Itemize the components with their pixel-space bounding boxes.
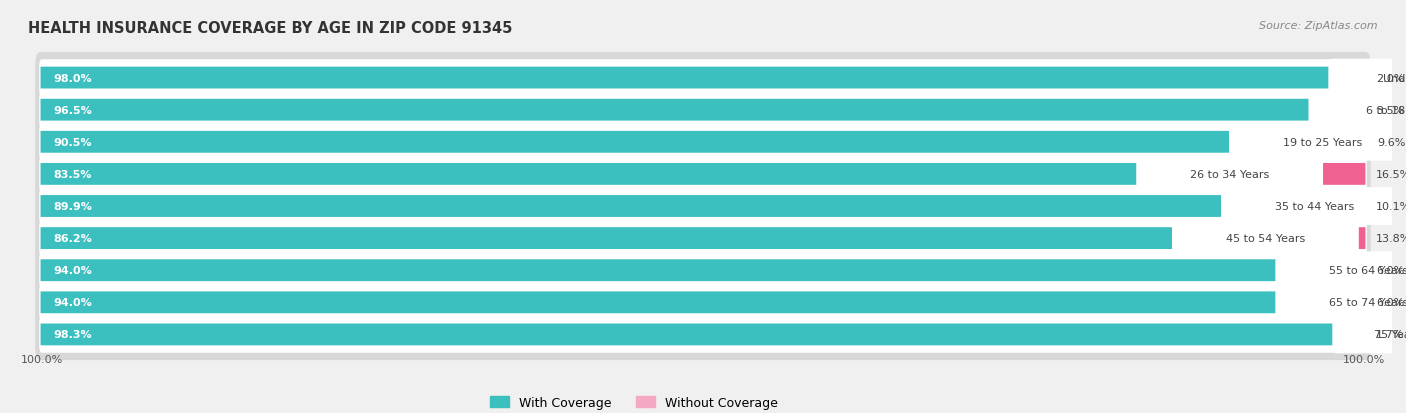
Text: 6.0%: 6.0% bbox=[1376, 266, 1405, 275]
FancyBboxPatch shape bbox=[1275, 284, 1406, 321]
Text: 100.0%: 100.0% bbox=[1343, 354, 1385, 363]
Text: 45 to 54 Years: 45 to 54 Years bbox=[1226, 233, 1305, 244]
Text: 65 to 74 Years: 65 to 74 Years bbox=[1329, 298, 1406, 308]
FancyBboxPatch shape bbox=[41, 292, 1286, 313]
FancyBboxPatch shape bbox=[41, 67, 1339, 89]
Text: HEALTH INSURANCE COVERAGE BY AGE IN ZIP CODE 91345: HEALTH INSURANCE COVERAGE BY AGE IN ZIP … bbox=[28, 21, 513, 36]
FancyBboxPatch shape bbox=[1229, 123, 1406, 161]
Text: 26 to 34 Years: 26 to 34 Years bbox=[1189, 169, 1270, 180]
Text: 55 to 64 Years: 55 to 64 Years bbox=[1329, 266, 1406, 275]
FancyBboxPatch shape bbox=[35, 277, 1371, 328]
Text: 19 to 25 Years: 19 to 25 Years bbox=[1282, 138, 1362, 147]
Text: 89.9%: 89.9% bbox=[53, 202, 93, 211]
FancyBboxPatch shape bbox=[41, 100, 1319, 121]
FancyBboxPatch shape bbox=[39, 316, 1367, 353]
FancyBboxPatch shape bbox=[35, 53, 1371, 104]
FancyBboxPatch shape bbox=[41, 260, 1286, 281]
Text: 6 to 18 Years: 6 to 18 Years bbox=[1365, 105, 1406, 115]
FancyBboxPatch shape bbox=[39, 124, 1367, 161]
FancyBboxPatch shape bbox=[41, 228, 1182, 249]
Text: 100.0%: 100.0% bbox=[21, 354, 63, 363]
FancyBboxPatch shape bbox=[1339, 67, 1365, 89]
FancyBboxPatch shape bbox=[39, 60, 1367, 97]
FancyBboxPatch shape bbox=[1240, 132, 1367, 153]
FancyBboxPatch shape bbox=[1319, 100, 1365, 121]
Text: 9.6%: 9.6% bbox=[1378, 138, 1406, 147]
Text: 98.3%: 98.3% bbox=[53, 330, 93, 339]
FancyBboxPatch shape bbox=[41, 132, 1240, 153]
FancyBboxPatch shape bbox=[35, 181, 1371, 232]
Text: 90.5%: 90.5% bbox=[53, 138, 93, 147]
FancyBboxPatch shape bbox=[35, 213, 1371, 264]
Text: Under 6 Years: Under 6 Years bbox=[1384, 74, 1406, 83]
FancyBboxPatch shape bbox=[35, 117, 1371, 168]
FancyBboxPatch shape bbox=[1286, 260, 1365, 281]
FancyBboxPatch shape bbox=[1333, 316, 1406, 354]
FancyBboxPatch shape bbox=[1309, 92, 1406, 129]
FancyBboxPatch shape bbox=[39, 220, 1367, 257]
Text: 75 Years and older: 75 Years and older bbox=[1374, 330, 1406, 339]
FancyBboxPatch shape bbox=[1147, 164, 1365, 185]
Text: 3.5%: 3.5% bbox=[1376, 105, 1405, 115]
FancyBboxPatch shape bbox=[35, 85, 1371, 136]
Text: 2.0%: 2.0% bbox=[1376, 74, 1405, 83]
FancyBboxPatch shape bbox=[39, 92, 1367, 129]
FancyBboxPatch shape bbox=[41, 324, 1343, 346]
Text: 1.7%: 1.7% bbox=[1376, 330, 1405, 339]
Text: 94.0%: 94.0% bbox=[53, 266, 93, 275]
FancyBboxPatch shape bbox=[35, 309, 1371, 360]
FancyBboxPatch shape bbox=[1343, 324, 1365, 346]
Text: 10.1%: 10.1% bbox=[1376, 202, 1406, 211]
FancyBboxPatch shape bbox=[1275, 252, 1406, 290]
FancyBboxPatch shape bbox=[1173, 220, 1358, 257]
Text: 86.2%: 86.2% bbox=[53, 233, 93, 244]
FancyBboxPatch shape bbox=[1286, 292, 1365, 313]
Text: 35 to 44 Years: 35 to 44 Years bbox=[1275, 202, 1354, 211]
FancyBboxPatch shape bbox=[39, 252, 1367, 289]
FancyBboxPatch shape bbox=[35, 149, 1371, 200]
Text: 83.5%: 83.5% bbox=[53, 169, 93, 180]
FancyBboxPatch shape bbox=[39, 156, 1367, 193]
FancyBboxPatch shape bbox=[1182, 228, 1365, 249]
Text: 98.0%: 98.0% bbox=[53, 74, 93, 83]
Text: 13.8%: 13.8% bbox=[1376, 233, 1406, 244]
Text: 16.5%: 16.5% bbox=[1376, 169, 1406, 180]
Text: Source: ZipAtlas.com: Source: ZipAtlas.com bbox=[1260, 21, 1378, 31]
FancyBboxPatch shape bbox=[1220, 188, 1406, 225]
FancyBboxPatch shape bbox=[1329, 59, 1406, 97]
Text: 96.5%: 96.5% bbox=[53, 105, 93, 115]
Legend: With Coverage, Without Coverage: With Coverage, Without Coverage bbox=[485, 391, 783, 413]
FancyBboxPatch shape bbox=[35, 245, 1371, 296]
Text: 6.0%: 6.0% bbox=[1376, 298, 1405, 308]
FancyBboxPatch shape bbox=[1136, 156, 1323, 193]
FancyBboxPatch shape bbox=[39, 284, 1367, 321]
FancyBboxPatch shape bbox=[41, 196, 1232, 217]
Text: 94.0%: 94.0% bbox=[53, 298, 93, 308]
FancyBboxPatch shape bbox=[41, 164, 1147, 185]
FancyBboxPatch shape bbox=[1232, 196, 1365, 217]
FancyBboxPatch shape bbox=[39, 188, 1367, 225]
